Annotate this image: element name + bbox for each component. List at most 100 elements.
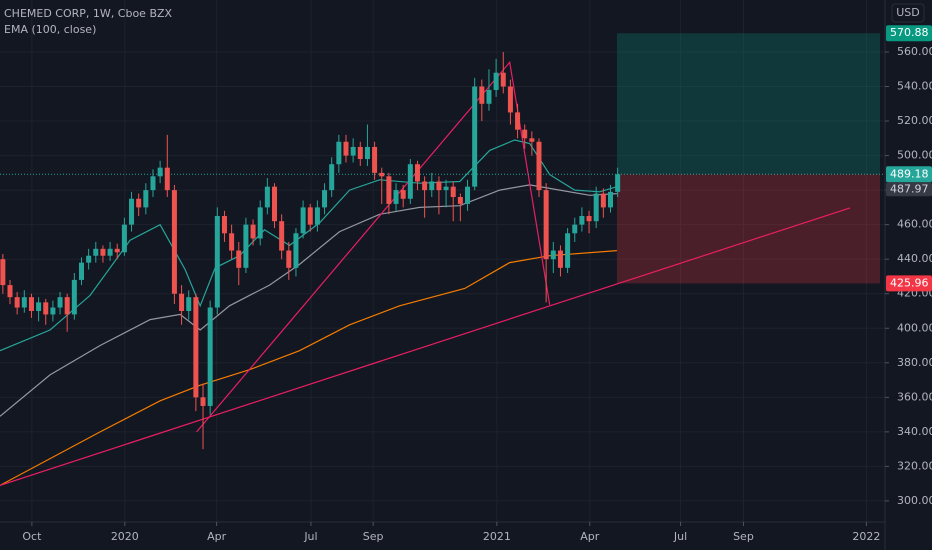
candle-body	[443, 186, 449, 191]
candle-body	[243, 224, 249, 268]
candle-body	[78, 262, 84, 280]
candle-body	[107, 248, 113, 256]
candle-body	[550, 250, 556, 260]
candle-body	[157, 167, 163, 177]
trendline	[196, 60, 551, 433]
y-tick-label: 500.00	[897, 149, 932, 162]
candle-body	[515, 112, 521, 130]
candle-body	[372, 146, 378, 173]
candle-body	[7, 285, 13, 298]
candle-body	[150, 176, 156, 191]
y-tick-label: 360.00	[897, 390, 932, 403]
candle-body	[343, 141, 349, 156]
candle-body	[607, 191, 613, 208]
candle-body	[400, 190, 406, 199]
currency-badge[interactable]	[891, 3, 925, 23]
x-tick-label: Jul	[303, 530, 317, 543]
candle-body	[529, 138, 535, 142]
candle-body	[221, 216, 227, 234]
y-tick-label: 340.00	[897, 425, 932, 438]
candle-body	[64, 297, 70, 315]
y-tick-label: 380.00	[897, 356, 932, 369]
candle-body	[50, 307, 56, 315]
candle-body	[293, 233, 299, 268]
candle-body	[500, 72, 506, 87]
candle-body	[422, 181, 428, 191]
candle-body	[572, 224, 578, 234]
price-label: 489.18	[890, 167, 929, 180]
x-tick-label: Sep	[733, 530, 754, 543]
candle-body	[179, 293, 185, 311]
candle-body	[236, 250, 242, 268]
candle-body	[322, 190, 328, 208]
stop-zone	[616, 174, 880, 284]
candle-body	[557, 250, 563, 268]
candle-body	[486, 89, 492, 104]
candle-body	[0, 259, 6, 286]
candle-body	[579, 216, 585, 225]
candle-body	[543, 190, 549, 260]
price-label: 570.88	[890, 26, 929, 39]
candle-body	[279, 221, 285, 251]
candle-body	[300, 207, 306, 234]
candle-body	[229, 233, 235, 251]
candle-body	[450, 186, 456, 198]
price-label-bg	[886, 182, 932, 197]
candle-body	[379, 172, 385, 177]
y-tick-label: 520.00	[897, 114, 932, 127]
candle-body	[457, 197, 463, 204]
candle-body	[314, 207, 320, 225]
candle-body	[186, 297, 192, 311]
candle-body	[465, 186, 471, 204]
x-tick-label: 2022	[852, 530, 880, 543]
candle-body	[100, 248, 106, 256]
price-label-bg	[886, 275, 932, 292]
candle-body	[522, 129, 528, 139]
y-tick-label: 440.00	[897, 252, 932, 265]
candle-body	[136, 198, 142, 208]
x-tick-label: 2021	[483, 530, 511, 543]
candle-body	[264, 186, 270, 208]
trendline	[0, 207, 851, 486]
candle-body	[71, 279, 77, 315]
candle-body	[200, 397, 206, 406]
candle-body	[257, 207, 263, 239]
moving-average	[0, 250, 617, 486]
candle-body	[429, 181, 435, 191]
candle-body	[479, 86, 485, 104]
candle-body	[586, 216, 592, 222]
candle-body	[214, 216, 220, 308]
price-label: 425.96	[890, 276, 929, 289]
candle-body	[493, 72, 499, 90]
x-tick-label: Apr	[207, 530, 227, 543]
candle-body	[565, 233, 571, 268]
candle-body	[386, 176, 392, 204]
x-tick-label: Jul	[673, 530, 687, 543]
candle-body	[615, 174, 621, 192]
candle-body	[129, 198, 135, 225]
candle-body	[207, 307, 213, 406]
candle-body	[14, 297, 20, 308]
candle-body	[414, 164, 420, 182]
candle-body	[21, 297, 27, 308]
plot	[0, 33, 885, 486]
x-tick-label: 2020	[111, 530, 139, 543]
candle-body	[28, 297, 34, 311]
currency[interactable]: USD	[896, 6, 920, 19]
candle-body	[114, 248, 120, 253]
candle-body	[600, 193, 606, 208]
y-tick-label: 320.00	[897, 459, 932, 472]
candle-body	[272, 186, 278, 222]
candle-body	[357, 146, 363, 160]
candle-body	[507, 86, 513, 113]
candle-body	[307, 207, 313, 225]
candle-body	[364, 146, 370, 160]
moving-average	[0, 184, 617, 417]
candle-body	[350, 146, 356, 156]
grid	[0, 0, 885, 522]
candle-body	[250, 224, 256, 239]
candle-body	[86, 255, 92, 263]
